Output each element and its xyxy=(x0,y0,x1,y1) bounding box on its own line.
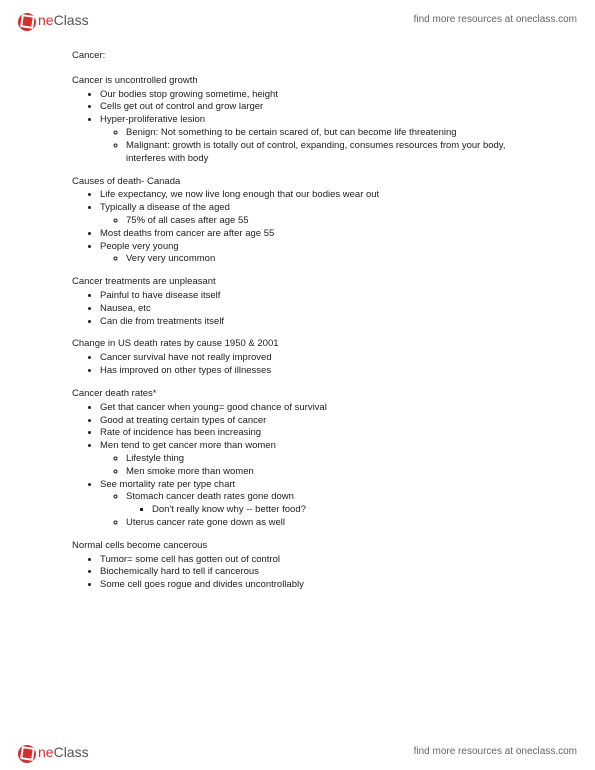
list-item: Biochemically hard to tell if cancerous xyxy=(100,566,535,579)
logo-icon xyxy=(18,13,36,31)
list-item: See mortality rate per type chartStomach… xyxy=(100,479,535,530)
list-item: Very very uncommon xyxy=(126,253,535,266)
list-item-text: Stomach cancer death rates gone down xyxy=(126,491,294,502)
section-heading: Cancer is uncontrolled growth xyxy=(72,75,535,88)
list-item: Men tend to get cancer more than women Li… xyxy=(100,440,535,478)
list-item-text: 75% of all cases after age 55 xyxy=(126,215,249,226)
list-item-text: Can die from treatments itself xyxy=(100,316,224,327)
list-item: Typically a disease of the aged 75% of al… xyxy=(100,202,535,228)
logo-icon xyxy=(18,745,36,763)
list-level-2: 75% of all cases after age 55 xyxy=(100,215,535,228)
list-item: Good at treating certain types of cancer xyxy=(100,415,535,428)
list-item: Men smoke more than women xyxy=(126,466,535,479)
page-footer: ne Class find more resources at oneclass… xyxy=(0,738,595,764)
list-item-text: Men tend to get cancer more than women xyxy=(100,440,276,451)
list-item: Cancer survival have not really improved xyxy=(100,352,535,365)
list-item: Uterus cancer rate gone down as well xyxy=(126,517,535,530)
list-item: Malignant: growth is totally out of cont… xyxy=(126,140,535,166)
list-item-text: Uterus cancer rate gone down as well xyxy=(126,517,285,528)
list-level-2: Very very uncommon xyxy=(100,253,535,266)
list-item-text: Very very uncommon xyxy=(126,253,215,264)
footer-tagline: find more resources at oneclass.com xyxy=(414,746,577,757)
list-level-1: Tumor= some cell has gotten out of contr… xyxy=(72,554,535,592)
page-header: ne Class find more resources at oneclass… xyxy=(0,6,595,32)
list-item-text: Typically a disease of the aged xyxy=(100,202,230,213)
brand-logo-footer: ne Class xyxy=(18,742,89,761)
list-item: Life expectancy, we now live long enough… xyxy=(100,189,535,202)
list-item-text: Most deaths from cancer are after age 55 xyxy=(100,228,274,239)
list-item-text: Life expectancy, we now live long enough… xyxy=(100,189,379,200)
list-item-text: Get that cancer when young= good chance … xyxy=(100,402,327,413)
list-item-text: Good at treating certain types of cancer xyxy=(100,415,266,426)
list-item: Has improved on other types of illnesses xyxy=(100,365,535,378)
list-item: Our bodies stop growing sometime, height xyxy=(100,89,535,102)
section-heading: Cancer treatments are unpleasant xyxy=(72,276,535,289)
logo-text-one: ne xyxy=(38,12,54,28)
list-item-text: Has improved on other types of illnesses xyxy=(100,365,271,376)
list-item: Rate of incidence has been increasing xyxy=(100,427,535,440)
brand-logo: ne Class xyxy=(18,10,89,29)
list-item-text: Don't really know why -- better food? xyxy=(152,504,306,515)
list-level-2: Stomach cancer death rates gone down Don'… xyxy=(100,491,535,529)
list-level-1: Life expectancy, we now live long enough… xyxy=(72,189,535,266)
list-item-text: Lifestyle thing xyxy=(126,453,184,464)
list-item-text: Biochemically hard to tell if cancerous xyxy=(100,566,259,577)
logo-text-class: Class xyxy=(54,12,89,28)
list-level-2: Benign: Not something to be certain scar… xyxy=(100,127,535,165)
list-level-1: Get that cancer when young= good chance … xyxy=(72,402,535,530)
list-item: Tumor= some cell has gotten out of contr… xyxy=(100,554,535,567)
list-item: Don't really know why -- better food? xyxy=(152,504,535,517)
list-level-3: Don't really know why -- better food? xyxy=(126,504,535,517)
list-item-text: Cancer survival have not really improved xyxy=(100,352,272,363)
list-item: Nausea, etc xyxy=(100,303,535,316)
list-item: Get that cancer when young= good chance … xyxy=(100,402,535,415)
section-heading: Normal cells become cancerous xyxy=(72,540,535,553)
list-item: Most deaths from cancer are after age 55 xyxy=(100,228,535,241)
list-item-text: Painful to have disease itself xyxy=(100,290,220,301)
list-item: Painful to have disease itself xyxy=(100,290,535,303)
list-level-2: Lifestyle thing Men smoke more than women xyxy=(100,453,535,479)
list-item: Cells get out of control and grow larger xyxy=(100,101,535,114)
header-tagline: find more resources at oneclass.com xyxy=(414,14,577,25)
list-item-text: Tumor= some cell has gotten out of contr… xyxy=(100,554,280,565)
document-body: Cancer: Cancer is uncontrolled growthOur… xyxy=(72,50,535,592)
list-level-1: Painful to have disease itself Nausea, et… xyxy=(72,290,535,328)
section-heading: Change in US death rates by cause 1950 &… xyxy=(72,338,535,351)
list-item-text: Benign: Not something to be certain scar… xyxy=(126,127,457,138)
list-item: 75% of all cases after age 55 xyxy=(126,215,535,228)
section-heading: Cancer death rates* xyxy=(72,388,535,401)
list-item: Some cell goes rogue and divides uncontr… xyxy=(100,579,535,592)
list-item-text: Men smoke more than women xyxy=(126,466,254,477)
list-item-text: See mortality rate per type chart xyxy=(100,479,235,490)
list-item-text: Cells get out of control and grow larger xyxy=(100,101,263,112)
list-item: Benign: Not something to be certain scar… xyxy=(126,127,535,140)
section-heading: Causes of death- Canada xyxy=(72,176,535,189)
list-item: Lifestyle thing xyxy=(126,453,535,466)
page-title: Cancer: xyxy=(72,50,535,63)
list-item-text: Some cell goes rogue and divides uncontr… xyxy=(100,579,304,590)
sections-container: Cancer is uncontrolled growthOur bodies … xyxy=(72,75,535,592)
logo-text-one: ne xyxy=(38,744,54,760)
list-item: Can die from treatments itself xyxy=(100,316,535,329)
list-item-text: Rate of incidence has been increasing xyxy=(100,427,261,438)
list-item: Stomach cancer death rates gone down Don'… xyxy=(126,491,535,517)
list-level-1: Our bodies stop growing sometime, height… xyxy=(72,89,535,166)
list-item-text: Nausea, etc xyxy=(100,303,151,314)
logo-text-class: Class xyxy=(54,744,89,760)
list-level-1: Cancer survival have not really improved… xyxy=(72,352,535,378)
list-item-text: People very young xyxy=(100,241,179,252)
list-item-text: Hyper-proliferative lesion xyxy=(100,114,205,125)
list-item-text: Our bodies stop growing sometime, height xyxy=(100,89,278,100)
list-item: Hyper-proliferative lesion Benign: Not so… xyxy=(100,114,535,165)
list-item: People very youngVery very uncommon xyxy=(100,241,535,267)
list-item-text: Malignant: growth is totally out of cont… xyxy=(126,140,506,164)
